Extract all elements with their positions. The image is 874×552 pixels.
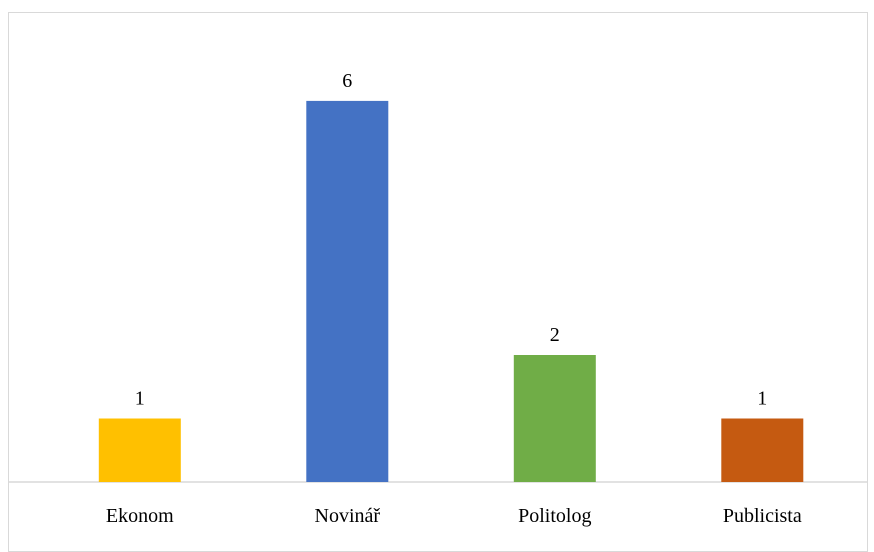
bar-ekonom — [98, 418, 181, 482]
bars-group — [98, 100, 804, 483]
data-label: 6 — [342, 70, 352, 92]
x-tick-label: Publicista — [723, 505, 802, 527]
bar-politolog — [513, 355, 596, 482]
bar-publicista — [721, 418, 804, 482]
bar-novinář — [306, 100, 389, 483]
x-tick-label: Politolog — [518, 505, 591, 527]
data-label: 1 — [135, 388, 145, 410]
data-label: 1 — [757, 388, 767, 410]
x-tick-label: Novinář — [315, 505, 381, 527]
tick-labels-group: Ekonom Novinář Politolog Publicista — [106, 505, 802, 527]
x-tick-label: Ekonom — [106, 505, 174, 527]
data-label: 2 — [550, 324, 560, 346]
